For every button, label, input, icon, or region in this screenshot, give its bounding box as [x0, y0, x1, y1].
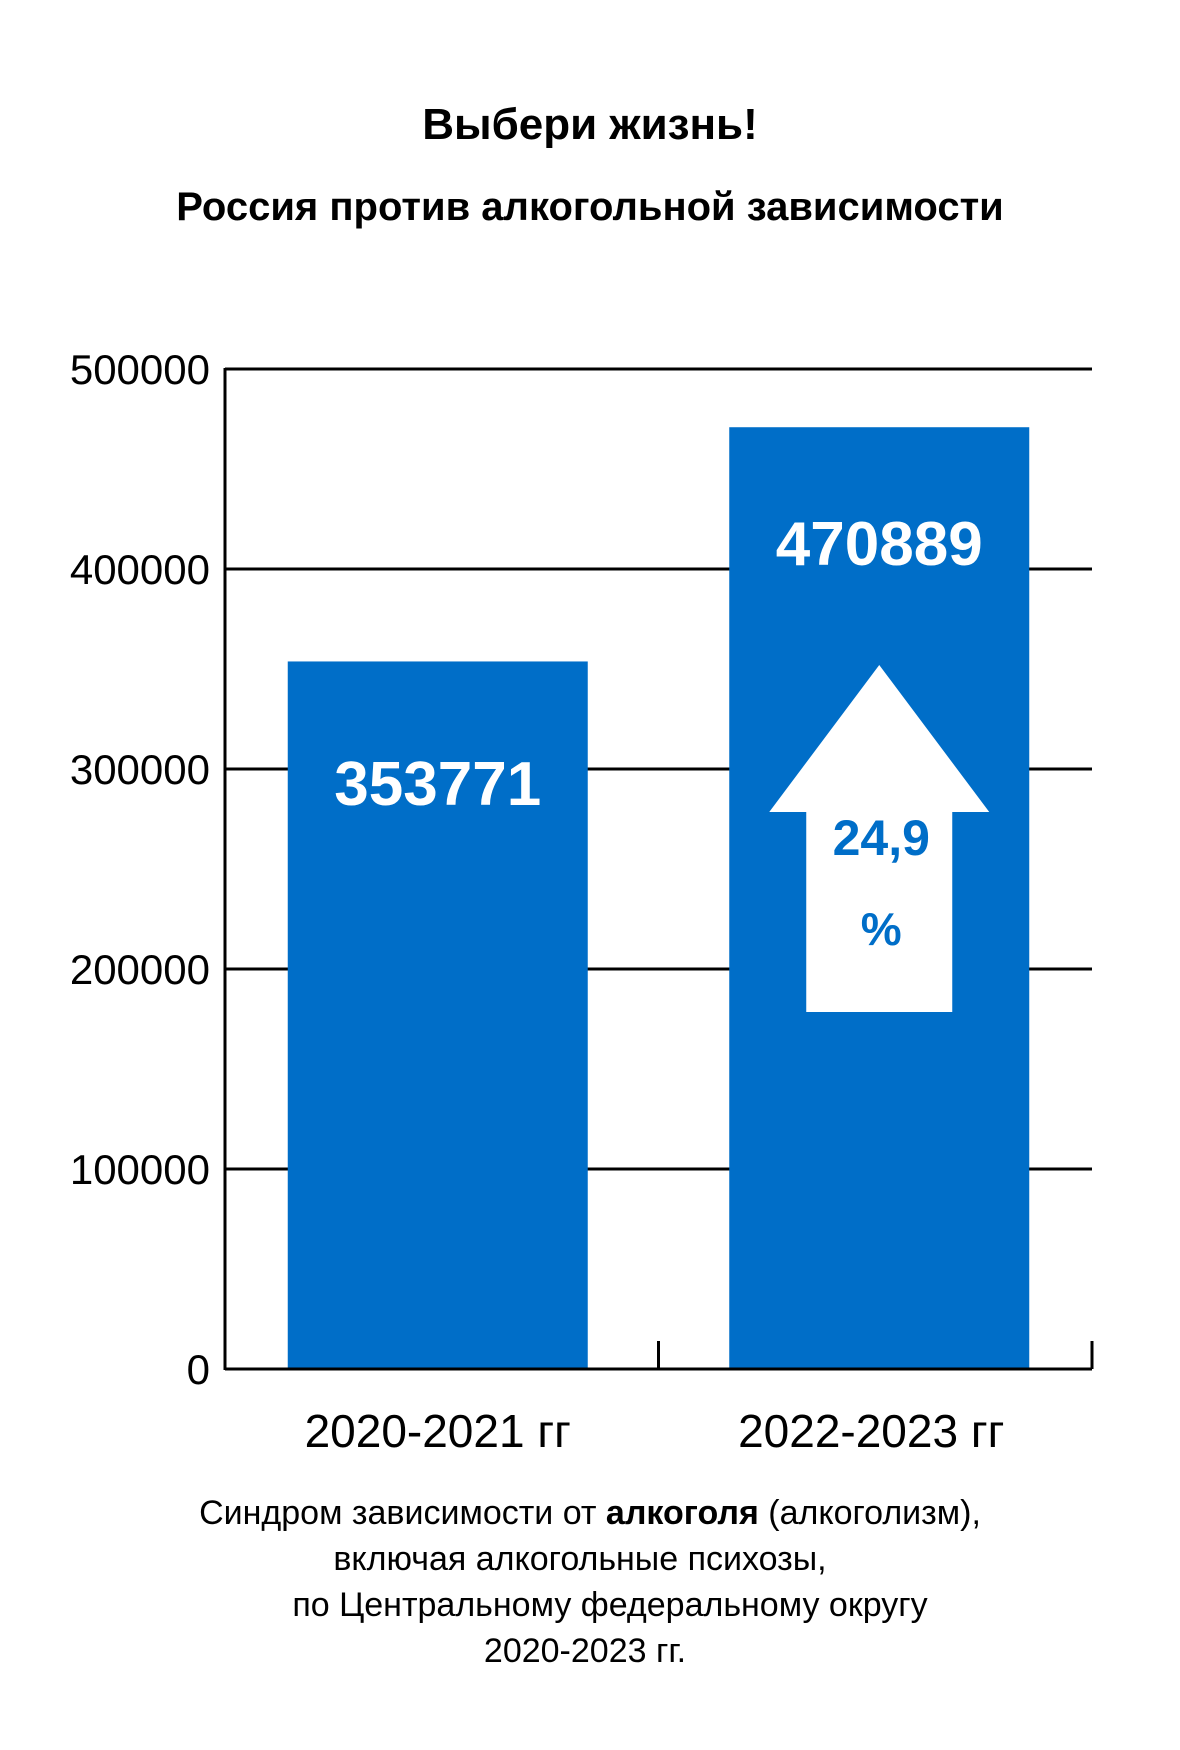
y-tick-labels: 0 100000 200000 300000 400000 500000: [70, 346, 210, 1393]
x-tick-label: 2020-2021 гг: [305, 1405, 571, 1457]
up-arrow-icon: [769, 665, 990, 1012]
y-tick-label: 200000: [70, 946, 210, 993]
caption-line-2: включая алкогольные психозы,: [333, 1540, 827, 1578]
chart-title-block: Выбери жизнь! Россия против алкогольной …: [0, 95, 1180, 237]
x-tick-label: 2022-2023 гг: [738, 1405, 1004, 1457]
caption-line-1: Синдром зависимости от алкоголя (алкогол…: [0, 1490, 1180, 1536]
y-tick-label: 100000: [70, 1146, 210, 1193]
bars: [287, 427, 1030, 1369]
caption-line-1-end: (алкоголизм),: [758, 1494, 981, 1532]
growth-annotation: 24,9%: [769, 665, 990, 1012]
caption-line-3: по Центральному федеральному округу: [292, 1586, 928, 1624]
bar-value-label: 353771: [334, 750, 541, 819]
bar-value-label: 470889: [776, 510, 983, 579]
y-tick-label: 0: [187, 1346, 210, 1393]
chart-title: Выбери жизнь!: [422, 100, 758, 149]
y-tick-label: 300000: [70, 746, 210, 793]
bar: [287, 661, 588, 1369]
growth-value-label: 24,9: [833, 810, 930, 866]
caption-line-4: 2020-2023 гг.: [483, 1632, 687, 1670]
caption-line-1-bold: алкоголя: [605, 1494, 759, 1532]
y-tick-label: 400000: [70, 546, 210, 593]
caption-line-1-start: Синдром зависимости от: [199, 1494, 606, 1532]
x-tick-labels: 2020-2021 гг 2022-2023 гг: [305, 1405, 1005, 1457]
chart-caption: Синдром зависимости от алкоголя (алкогол…: [0, 1490, 1180, 1674]
data-labels: 353771 470889: [334, 510, 982, 819]
bar-chart: 0 100000 200000 300000 400000 500000 2020-202…: [70, 346, 1094, 1457]
chart-subtitle: Россия против алкогольной зависимости: [176, 185, 1004, 229]
axes: [223, 368, 1094, 1371]
y-tick-label: 500000: [70, 346, 210, 393]
growth-unit-label: %: [861, 903, 902, 955]
